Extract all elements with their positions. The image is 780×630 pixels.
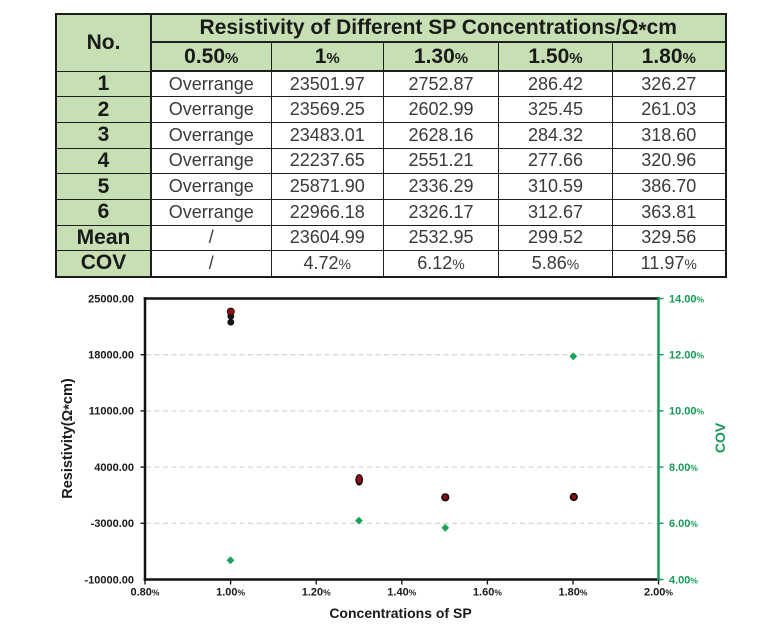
svg-text:10.00%: 10.00% bbox=[669, 406, 705, 418]
svg-text:12.00%: 12.00% bbox=[669, 350, 705, 362]
svg-text:6.00%: 6.00% bbox=[669, 518, 698, 530]
svg-text:18000.00: 18000.00 bbox=[88, 350, 134, 362]
svg-text:11000.00: 11000.00 bbox=[89, 406, 134, 418]
svg-text:-10000.00: -10000.00 bbox=[84, 574, 134, 586]
svg-text:Concentrations of SP: Concentrations of SP bbox=[329, 605, 471, 621]
svg-text:1.40%: 1.40% bbox=[387, 587, 416, 599]
svg-text:4.00%: 4.00% bbox=[669, 574, 698, 586]
svg-text:COV: COV bbox=[712, 422, 728, 453]
svg-text:25000.00: 25000.00 bbox=[88, 293, 134, 305]
svg-text:1.80%: 1.80% bbox=[559, 587, 588, 599]
svg-text:8.00%: 8.00% bbox=[669, 462, 698, 474]
svg-text:1.20%: 1.20% bbox=[302, 587, 331, 599]
svg-text:1.60%: 1.60% bbox=[473, 587, 502, 599]
svg-text:2.00%: 2.00% bbox=[644, 587, 673, 599]
svg-text:4000.00: 4000.00 bbox=[94, 462, 134, 474]
svg-text:14.00%: 14.00% bbox=[669, 293, 705, 305]
svg-text:1.00%: 1.00% bbox=[216, 587, 245, 599]
svg-text:-3000.00: -3000.00 bbox=[91, 518, 134, 530]
svg-text:Resistivity(Ω*cm): Resistivity(Ω*cm) bbox=[60, 378, 78, 499]
svg-text:0.80%: 0.80% bbox=[131, 587, 160, 599]
